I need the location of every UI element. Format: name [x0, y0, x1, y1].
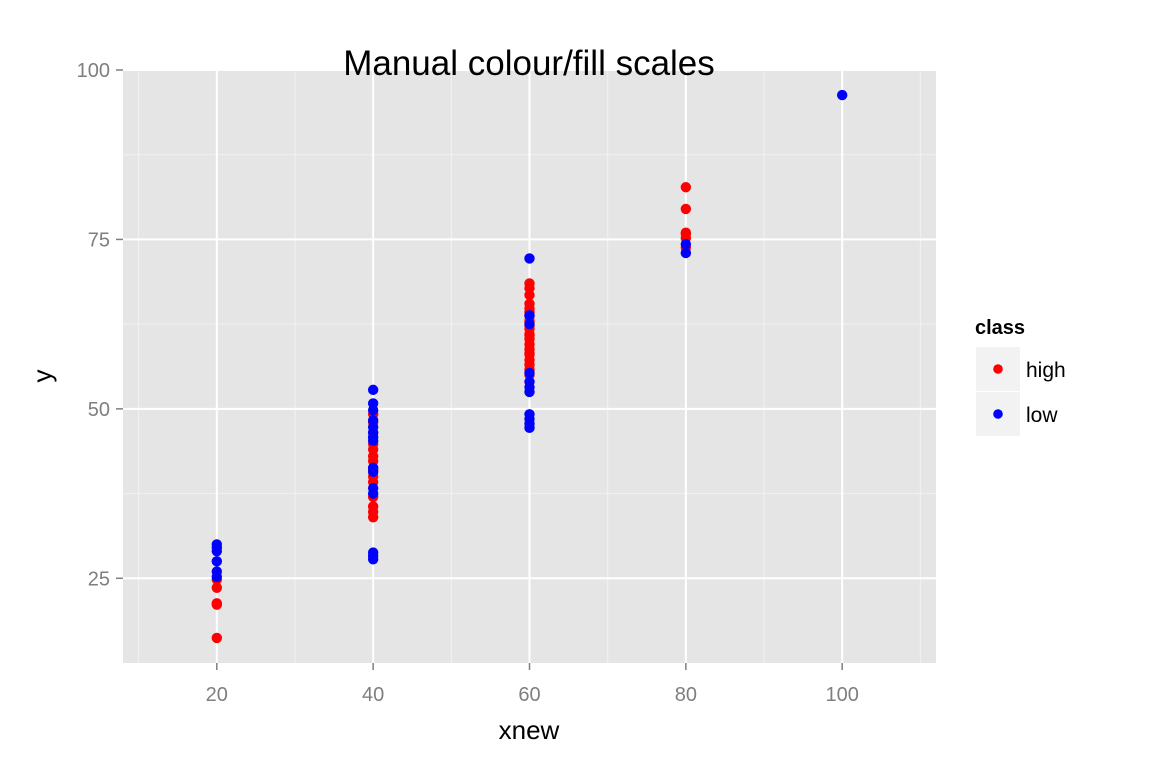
data-point-high [211, 598, 223, 609]
data-point-low [524, 376, 535, 387]
data-point-high [367, 501, 379, 512]
data-point-low [524, 367, 535, 379]
data-point-low [524, 253, 535, 264]
data-point-low [211, 566, 223, 577]
data-point-high [524, 298, 535, 310]
data-point-low [367, 547, 379, 558]
chart-title: Manual colour/fill scales [343, 44, 715, 83]
data-point-low [367, 384, 379, 396]
y-axis-title: y [27, 370, 57, 383]
data-points [211, 89, 848, 644]
data-point-low [524, 409, 535, 420]
data-point-low [367, 415, 379, 426]
data-point-low [211, 539, 223, 550]
x-tick-label: 40 [362, 684, 384, 706]
legend-label-low: low [1026, 404, 1058, 427]
legend-title: class [975, 317, 1025, 339]
data-point-low [680, 247, 692, 259]
legend-label-high: high [1026, 359, 1066, 382]
x-tick-label: 100 [826, 684, 859, 706]
y-tick-label: 50 [88, 399, 110, 421]
data-point-high [211, 582, 223, 593]
data-point-high [524, 348, 535, 359]
x-tick-label: 80 [675, 684, 697, 706]
data-point-low [836, 89, 848, 101]
data-point-high [524, 278, 535, 289]
legend: class high low [975, 317, 1066, 436]
data-point-low [211, 556, 223, 567]
data-point-low [524, 318, 535, 330]
y-tick-label: 25 [88, 568, 110, 590]
data-point-high [211, 632, 223, 644]
data-point-high [680, 227, 692, 238]
axis-ticks: 20 40 60 80 100 25 50 75 100 [77, 60, 859, 706]
data-point-high [524, 330, 535, 341]
legend-swatch-high [993, 364, 1003, 374]
data-point-low [524, 310, 535, 321]
data-point-low [680, 238, 692, 250]
data-point-high [680, 203, 692, 215]
minor-gridlines [123, 70, 936, 663]
x-tick-label: 20 [206, 684, 228, 706]
data-point-low [367, 462, 379, 474]
y-tick-label: 75 [88, 229, 110, 251]
y-tick-label: 100 [77, 60, 110, 82]
data-point-low [367, 482, 379, 494]
data-point-high [680, 182, 692, 193]
x-axis-title: xnew [499, 715, 560, 745]
x-tick-label: 60 [518, 684, 540, 706]
data-point-low [367, 398, 379, 409]
legend-swatch-low [993, 409, 1003, 419]
